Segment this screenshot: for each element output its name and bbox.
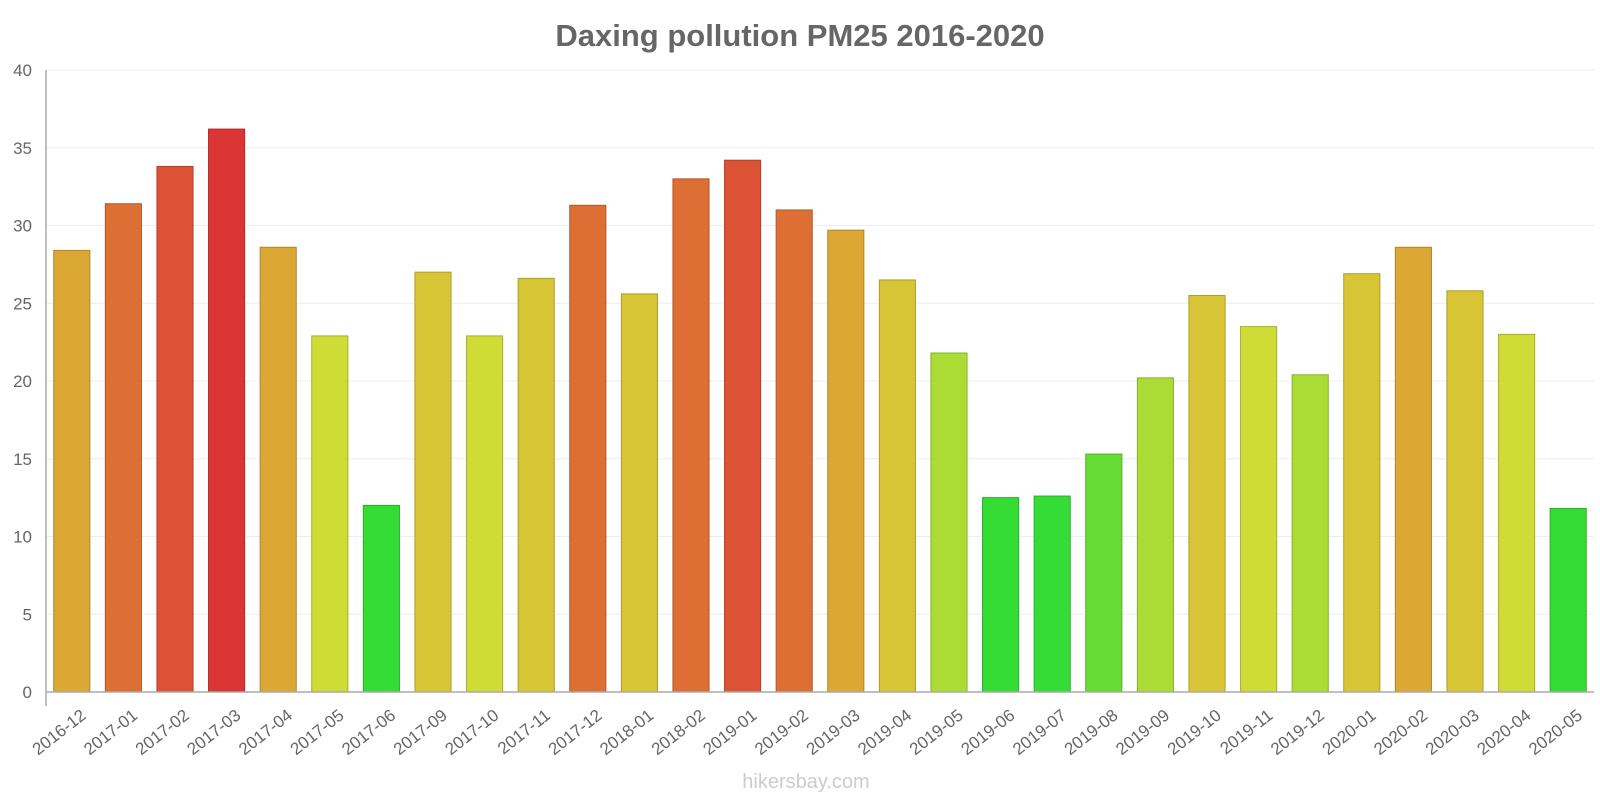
watermark: hikersbay.com (742, 771, 869, 793)
x-tick-label: 2020-05 (1525, 706, 1586, 759)
bar (1291, 374, 1329, 693)
x-tick-label: 2019-07 (1009, 706, 1070, 759)
x-tick-label: 2019-06 (958, 706, 1019, 759)
bar (775, 209, 813, 693)
bar (982, 497, 1020, 693)
bar (1033, 495, 1071, 693)
bar (259, 246, 297, 693)
y-tick-label: 0 (23, 683, 32, 702)
x-tick-label: 2017-12 (545, 706, 606, 759)
gridlines (46, 69, 1594, 615)
y-tick-label: 10 (13, 528, 32, 547)
x-tick-label: 2017-04 (235, 706, 296, 759)
bar (1549, 508, 1587, 693)
bar (1343, 273, 1381, 693)
x-tick-label: 2020-02 (1370, 706, 1431, 759)
bar (414, 271, 452, 693)
y-tick-label: 20 (13, 372, 32, 391)
x-tick-label: 2016-12 (29, 706, 90, 759)
x-axis: 2016-122017-012017-022017-032017-042017-… (29, 691, 1594, 759)
bar (1498, 333, 1536, 693)
bar (1240, 326, 1278, 693)
y-tick-label: 30 (13, 217, 32, 236)
y-tick-label: 40 (13, 61, 32, 80)
bar (53, 249, 91, 693)
bar (672, 178, 710, 693)
bar (724, 159, 762, 693)
bar (466, 335, 504, 693)
bar (620, 293, 658, 693)
bar (104, 203, 142, 693)
x-tick-label: 2019-09 (1112, 706, 1173, 759)
x-tick-label: 2019-12 (1267, 706, 1328, 759)
bars (53, 128, 1587, 693)
bar (930, 352, 968, 693)
x-tick-label: 2020-01 (1319, 706, 1380, 759)
y-tick-label: 35 (13, 139, 32, 158)
x-tick-label: 2017-03 (184, 706, 245, 759)
x-tick-label: 2017-06 (338, 706, 399, 759)
x-tick-label: 2020-04 (1474, 706, 1535, 759)
bar (569, 204, 607, 693)
bar (1085, 453, 1123, 693)
x-tick-label: 2019-04 (854, 706, 915, 759)
x-tick-label: 2019-11 (1217, 706, 1277, 759)
bar (827, 229, 865, 693)
x-tick-label: 2019-01 (700, 706, 761, 759)
y-axis: 0 5 10 15 20 25 30 35 40 (13, 61, 47, 706)
x-tick-label: 2019-03 (803, 706, 864, 759)
x-tick-label: 2017-09 (390, 706, 451, 759)
bar (362, 504, 400, 693)
y-tick-label: 5 (23, 605, 32, 624)
bar (156, 165, 194, 693)
x-tick-label: 2018-02 (648, 706, 709, 759)
x-tick-label: 2018-01 (596, 706, 657, 759)
x-tick-label: 2019-05 (906, 706, 967, 759)
bar (517, 277, 555, 693)
bar (1394, 246, 1432, 693)
chart-title: Daxing pollution PM25 2016-2020 (555, 18, 1044, 53)
bar (311, 335, 349, 693)
x-tick-label: 2017-01 (80, 706, 141, 759)
x-tick-label: 2019-02 (751, 706, 812, 759)
x-tick-label: 2020-03 (1422, 706, 1483, 759)
bar (1446, 290, 1484, 693)
bar (878, 279, 916, 693)
y-tick-label: 15 (13, 450, 32, 469)
x-tick-label: 2017-10 (442, 706, 503, 759)
x-tick-label: 2019-08 (1061, 706, 1122, 759)
bar (1188, 294, 1226, 693)
y-tick-label: 25 (13, 294, 32, 313)
x-tick-label: 2017-02 (132, 706, 193, 759)
bar (208, 128, 246, 693)
x-tick-label: 2017-05 (287, 706, 348, 759)
x-tick-label: 2017-11 (494, 706, 554, 759)
x-tick-label: 2019-10 (1164, 706, 1225, 759)
bar (1136, 377, 1174, 693)
